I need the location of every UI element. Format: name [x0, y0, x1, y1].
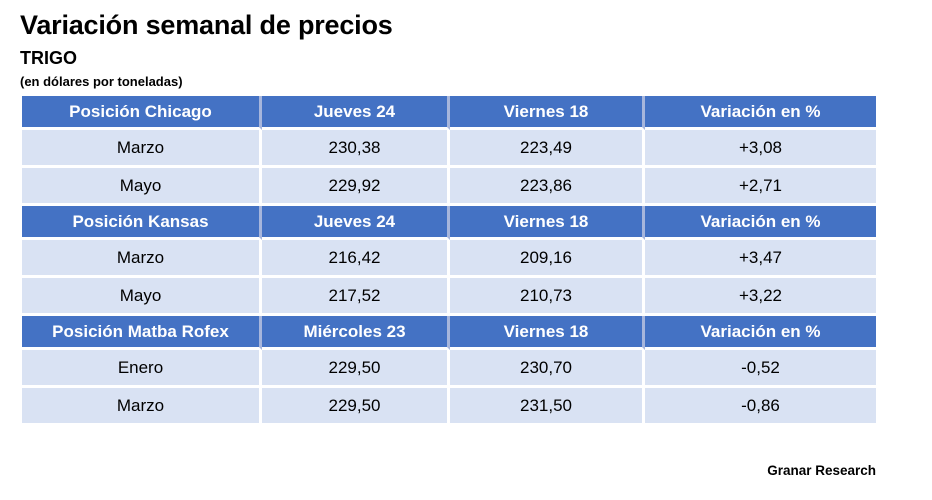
price-cell: 231,50 [450, 388, 645, 427]
section-header-row-matba-rofex: Posición Matba Rofex Miércoles 23 Vierne… [22, 316, 876, 351]
source-credit: Granar Research [767, 463, 876, 478]
price-cell: 229,50 [262, 350, 450, 389]
commodity-subtitle: TRIGO [20, 48, 77, 69]
table-row: Marzo 230,38 223,49 +3,08 [22, 130, 876, 169]
section-title-cell: Posición Kansas [22, 206, 262, 241]
price-cell: 223,86 [450, 168, 645, 207]
section-header-row-chicago: Posición Chicago Jueves 24 Viernes 18 Va… [22, 96, 876, 131]
table-row: Enero 229,50 230,70 -0,52 [22, 350, 876, 389]
col-header-day2: Viernes 18 [450, 316, 645, 351]
month-cell: Mayo [22, 278, 262, 317]
price-cell: 229,92 [262, 168, 450, 207]
page-title: Variación semanal de precios [20, 10, 393, 40]
variation-cell: +3,47 [645, 240, 876, 279]
variation-cell: +2,71 [645, 168, 876, 207]
price-cell: 209,16 [450, 240, 645, 279]
col-header-variation: Variación en % [645, 206, 876, 241]
price-cell: 229,50 [262, 388, 450, 427]
variation-cell: +3,08 [645, 130, 876, 169]
month-cell: Marzo [22, 388, 262, 427]
variation-cell: -0,86 [645, 388, 876, 427]
table-row: Mayo 217,52 210,73 +3,22 [22, 278, 876, 317]
table-row: Marzo 229,50 231,50 -0,86 [22, 388, 876, 427]
month-cell: Enero [22, 350, 262, 389]
title-block: Variación semanal de precios TRIGO (en d… [0, 0, 932, 89]
variation-cell: +3,22 [645, 278, 876, 317]
col-header-day2: Viernes 18 [450, 206, 645, 241]
month-cell: Marzo [22, 240, 262, 279]
section-title-cell: Posición Matba Rofex [22, 316, 262, 351]
col-header-variation: Variación en % [645, 96, 876, 131]
units-note: (en dólares por toneladas) [20, 74, 183, 90]
price-cell: 230,70 [450, 350, 645, 389]
price-table: Posición Chicago Jueves 24 Viernes 18 Va… [22, 96, 876, 427]
table-row: Marzo 216,42 209,16 +3,47 [22, 240, 876, 279]
price-cell: 210,73 [450, 278, 645, 317]
month-cell: Marzo [22, 130, 262, 169]
variation-cell: -0,52 [645, 350, 876, 389]
col-header-day1: Jueves 24 [262, 206, 450, 241]
col-header-day2: Viernes 18 [450, 96, 645, 131]
price-cell: 216,42 [262, 240, 450, 279]
section-header-row-kansas: Posición Kansas Jueves 24 Viernes 18 Var… [22, 206, 876, 241]
section-title-cell: Posición Chicago [22, 96, 262, 131]
price-cell: 223,49 [450, 130, 645, 169]
table-row: Mayo 229,92 223,86 +2,71 [22, 168, 876, 207]
month-cell: Mayo [22, 168, 262, 207]
col-header-day1: Miércoles 23 [262, 316, 450, 351]
col-header-variation: Variación en % [645, 316, 876, 351]
col-header-day1: Jueves 24 [262, 96, 450, 131]
price-cell: 230,38 [262, 130, 450, 169]
price-cell: 217,52 [262, 278, 450, 317]
